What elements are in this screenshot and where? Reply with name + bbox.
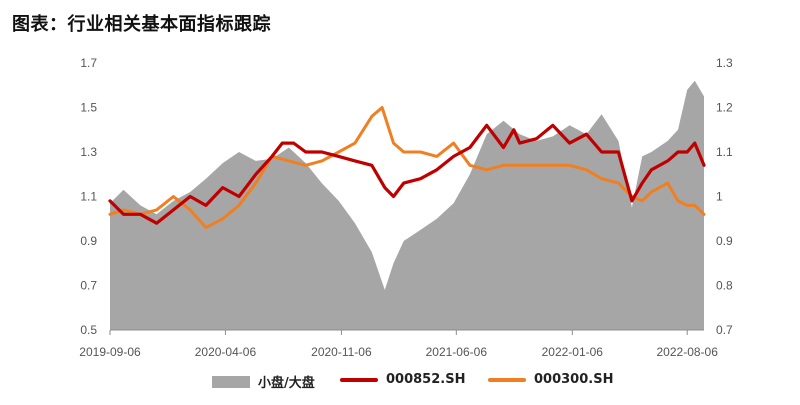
right-axis-tick: 1: [716, 190, 723, 204]
legend-swatch-area: [212, 375, 250, 388]
x-axis-tick: 2019-09-06: [79, 345, 141, 359]
left-axis-tick: 0.7: [80, 279, 97, 293]
chart-title: 图表：行业相关基本面指标跟踪: [12, 14, 271, 35]
x-axis-tick: 2020-11-06: [311, 345, 372, 359]
left-axis-tick: 1.3: [80, 145, 97, 159]
left-axis-tick: 1.1: [80, 190, 97, 204]
right-axis-tick: 0.7: [716, 323, 733, 337]
x-axis-tick: 2020-04-06: [195, 345, 257, 359]
legend-item-line2: 000300.SH: [488, 372, 613, 387]
legend-item-line1: 000852.SH: [340, 372, 465, 387]
legend-item-area: 小盘/大盘: [212, 372, 315, 391]
legend-label-line2: 000300.SH: [534, 372, 614, 387]
legend-swatch-line2: [488, 377, 526, 382]
x-axis-tick: 2022-08-06: [657, 345, 719, 359]
right-axis-tick: 1.1: [716, 145, 733, 159]
left-axis-tick: 0.9: [80, 234, 97, 248]
right-axis-tick: 0.8: [716, 279, 733, 293]
right-axis-tick: 1.2: [716, 101, 733, 115]
legend-swatch-line1: [340, 377, 378, 382]
x-axis-tick: 2021-06-06: [426, 345, 488, 359]
legend-label-line1: 000852.SH: [386, 372, 466, 387]
x-axis-tick: 2022-01-06: [542, 345, 604, 359]
right-axis-tick: 0.9: [716, 234, 733, 248]
chart-canvas: 1.7 1.5 1.3 1.1 0.9 0.7 0.5 1.3 1.2 1.1 1 0.9 0.8 0.7…: [79, 56, 733, 359]
left-axis-tick: 1.7: [80, 56, 97, 70]
left-axis-tick: 0.5: [80, 323, 97, 337]
left-axis-tick: 1.5: [80, 101, 97, 115]
legend-label-area: 小盘/大盘: [258, 376, 315, 391]
area-series-small-large: [110, 80, 704, 330]
legend: 小盘/大盘 000852.SH 000300.SH: [0, 372, 800, 396]
line-series-000852: [108, 123, 706, 225]
right-axis-tick: 1.3: [716, 56, 733, 70]
